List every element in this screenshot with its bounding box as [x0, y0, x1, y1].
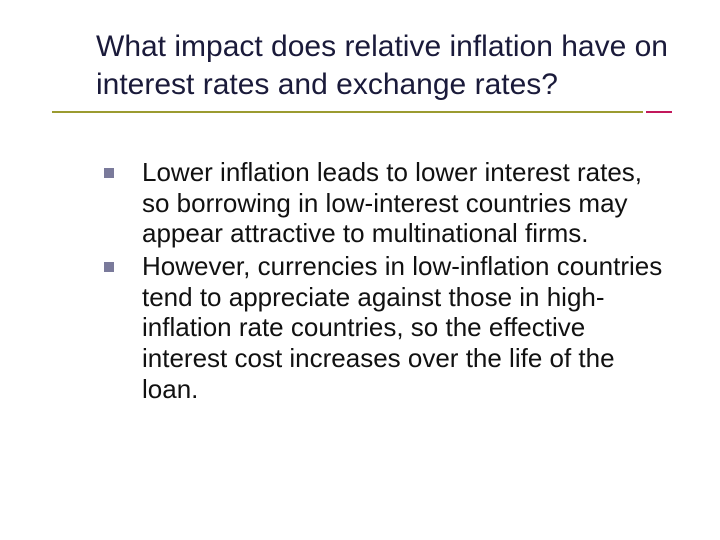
square-bullet-icon	[104, 262, 114, 272]
bullet-text: Lower inflation leads to lower interest …	[142, 157, 672, 249]
square-bullet-icon	[104, 168, 114, 178]
list-item: Lower inflation leads to lower interest …	[96, 157, 672, 249]
title-underline	[52, 111, 672, 113]
underline-accent	[646, 111, 672, 113]
list-item: However, currencies in low-inflation cou…	[96, 251, 672, 404]
slide-body: Lower inflation leads to lower interest …	[96, 157, 672, 404]
slide-title: What impact does relative inflation have…	[96, 28, 672, 103]
slide-container: What impact does relative inflation have…	[0, 0, 720, 540]
bullet-text: However, currencies in low-inflation cou…	[142, 251, 672, 404]
underline-main	[52, 111, 643, 113]
